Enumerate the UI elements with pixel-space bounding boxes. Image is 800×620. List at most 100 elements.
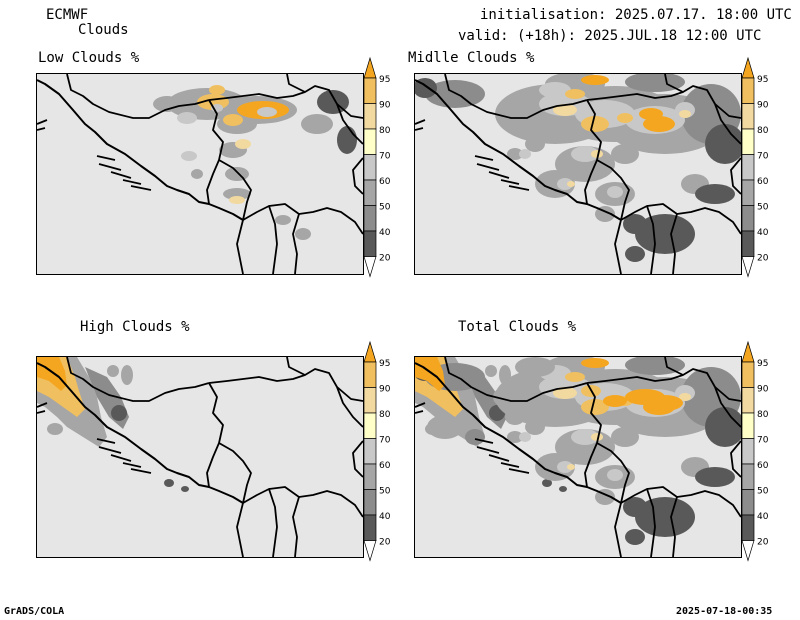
cloud-area [625, 74, 685, 92]
boundary-line [444, 74, 588, 119]
colorbar-bottom-arrow [741, 256, 755, 278]
boundary-line [286, 74, 306, 93]
colorbar-segment [363, 412, 377, 439]
colorbar-segment [741, 387, 755, 414]
boundary-line [286, 357, 306, 376]
boundary-line [336, 103, 363, 119]
colorbar-tick-label: 20 [757, 254, 769, 264]
cloud-area [679, 393, 691, 401]
cloud-area [617, 113, 633, 123]
boundary-line [242, 488, 278, 557]
cloud-area [565, 372, 585, 382]
colorbar-3: 95 90 80 70 60 50 40 20 [363, 340, 391, 562]
cloud-area [695, 184, 735, 204]
boundary-line [584, 99, 602, 205]
colorbar-tick-label: 50 [379, 203, 391, 213]
cloud-area [505, 409, 525, 425]
boundary-line [206, 99, 224, 205]
footer-software: GrADS/COLA [4, 606, 65, 617]
cloud-area [111, 405, 127, 421]
colorbar-top-arrow [363, 56, 377, 79]
colorbar-segment [363, 463, 377, 490]
boundary-line [670, 496, 678, 557]
colorbar-segment [363, 77, 377, 104]
cloud-area [603, 395, 627, 407]
cloud-area [235, 139, 251, 149]
cloud-area [581, 358, 609, 368]
boundary-line [96, 438, 152, 474]
cloud-area [295, 228, 311, 240]
colorbar-tick-label: 80 [379, 410, 391, 420]
cloud-area [623, 214, 647, 234]
colorbar-tick-label: 60 [757, 177, 769, 187]
cloud-area [465, 429, 485, 445]
cloud-area [625, 246, 645, 262]
colorbar-tick-label: 70 [379, 152, 391, 162]
cloud-area [591, 433, 603, 441]
map-total [415, 357, 741, 557]
cloud-area [427, 415, 463, 439]
cloud-area [515, 357, 555, 377]
colorbar-top-arrow [363, 340, 377, 363]
colorbar-segment [741, 179, 755, 206]
cloud-area [559, 486, 567, 492]
boundary-line [242, 205, 278, 274]
boundary-line [584, 382, 602, 488]
colorbar-tick-label: 90 [379, 101, 391, 111]
cloud-area [635, 497, 695, 537]
boundary-line [620, 488, 656, 557]
colorbar-segment [741, 489, 755, 516]
cloud-area [581, 116, 609, 132]
colorbar-segment [741, 463, 755, 490]
colorbar-tick-label: 80 [379, 126, 391, 136]
cloud-area [181, 486, 189, 492]
cloud-area [625, 357, 685, 375]
cloud-area [47, 423, 63, 435]
boundary-line [646, 486, 741, 518]
map-middle [415, 74, 741, 274]
cloud-area [107, 365, 119, 377]
colorbar-top-arrow [741, 340, 755, 363]
colorbar-segment [741, 77, 755, 104]
panel-title-low: Low Clouds % [38, 50, 140, 66]
colorbar-tick-label: 20 [757, 538, 769, 548]
boundary-line [664, 357, 684, 376]
map-high [37, 357, 363, 557]
cloud-area [164, 479, 174, 487]
colorbar-tick-label: 50 [757, 487, 769, 497]
colorbar-tick-label: 70 [379, 436, 391, 446]
boundary-line [268, 486, 363, 518]
cloud-area [519, 149, 531, 159]
colorbar-segment [363, 438, 377, 465]
cloud-area [519, 432, 531, 442]
colorbar-tick-label: 90 [757, 101, 769, 111]
cloud-area [225, 167, 249, 181]
cloud-area [553, 387, 577, 399]
footer-timestamp: 2025-07-18-00:35 [676, 606, 773, 617]
cloud-area [275, 215, 291, 225]
boundary-line [292, 496, 300, 557]
colorbar-tick-label: 95 [757, 75, 768, 85]
cloud-area [507, 148, 523, 160]
boundary-line [292, 213, 300, 274]
boundary-line [66, 74, 210, 119]
colorbar-tick-label: 40 [757, 228, 769, 238]
cloud-area [611, 144, 639, 164]
colorbar-tick-label: 95 [757, 359, 768, 369]
colorbar-segment [363, 489, 377, 516]
colorbar-segment [363, 128, 377, 155]
cloud-area [507, 431, 523, 443]
colorbar-segment [741, 128, 755, 155]
colorbar-tick-label: 95 [379, 75, 390, 85]
boundary-line [218, 442, 252, 557]
colorbar-segment [363, 154, 377, 181]
boundary-line [415, 362, 622, 504]
boundary-line [37, 362, 244, 504]
cloud-area [679, 110, 691, 118]
colorbar-bottom-arrow [363, 256, 377, 278]
map-panel-low [36, 73, 364, 275]
boundary-line [96, 155, 152, 191]
colorbar-segment [363, 387, 377, 414]
cloud-area [625, 529, 645, 545]
cloud-area [181, 151, 197, 161]
